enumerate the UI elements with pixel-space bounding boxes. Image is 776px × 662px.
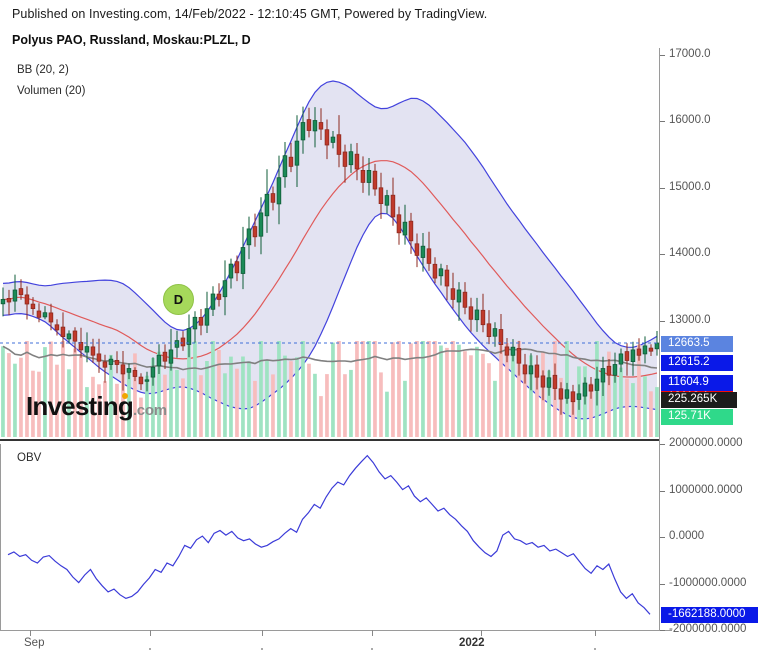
bollinger-basis-line: [2, 160, 658, 378]
obv-tick-mark: [660, 630, 665, 631]
price-tick-label: 14000.0: [669, 247, 711, 260]
price-tick-mark: [660, 121, 665, 123]
axis-value-badge[interactable]: 12615.2: [661, 355, 733, 372]
time-tick-mark: [30, 630, 31, 636]
obv-panel-border: [0, 444, 1, 631]
obv-tick-mark: [660, 490, 665, 492]
legend-obv[interactable]: OBV: [17, 452, 42, 464]
axis-value-badge[interactable]: 125.71K: [661, 409, 733, 425]
time-tick-mark: [372, 630, 373, 636]
time-tick-mark: [481, 630, 482, 636]
price-tick-mark: [660, 320, 665, 322]
legend-bollinger-bands[interactable]: BB (20, 2): [17, 64, 69, 76]
price-tick-label: 13000.0: [669, 313, 711, 326]
legend-volume[interactable]: Volumen (20): [17, 85, 86, 97]
axis-value-badge[interactable]: 225.265K: [661, 392, 737, 408]
time-tick-mark: [150, 630, 151, 636]
obv-tick-mark: [660, 444, 665, 445]
obv-plot: [7, 454, 651, 615]
price-axis-line: [659, 48, 660, 630]
obv-tick-label: -2000000.0000: [669, 623, 747, 635]
time-tick-dot: [371, 648, 373, 650]
panel-separator: [0, 439, 660, 441]
obv-tick-mark: [660, 583, 665, 585]
time-tick-label: 2022: [459, 637, 485, 649]
dividend-marker[interactable]: D: [163, 284, 194, 315]
obv-tick-label: 1000000.0000: [669, 483, 743, 496]
price-tick-mark: [660, 54, 665, 56]
dividend-marker-label: D: [173, 292, 184, 307]
time-tick-mark: [595, 630, 596, 636]
axis-value-badge[interactable]: 11604.9: [661, 375, 733, 391]
price-tick-label: 17000.0: [669, 47, 711, 60]
obv-tick-label: -1000000.0000: [669, 576, 747, 589]
published-line: Published on Investing.com, 14/Feb/2022 …: [12, 7, 488, 21]
obv-tick-label: 2000000.0000: [669, 437, 743, 449]
bollinger-band-fill: [3, 81, 657, 419]
candlestick-series: [0, 106, 660, 415]
price-tick-label: 16000.0: [669, 114, 711, 127]
time-tick-label: Sep: [24, 637, 45, 649]
symbol-title: Polyus PAO, Russland, Moskau:PLZL, D: [12, 33, 251, 47]
time-tick-dot: [261, 648, 263, 650]
time-tick-dot: [149, 648, 151, 650]
obv-chart-panel[interactable]: [0, 444, 660, 630]
price-tick-mark: [660, 187, 665, 189]
price-tick-mark: [660, 254, 665, 256]
price-chart-panel[interactable]: [0, 48, 660, 437]
axis-value-badge[interactable]: -1662188.0000: [661, 607, 758, 624]
axis-value-badge[interactable]: 12663.5: [661, 336, 733, 352]
time-tick-mark: [262, 630, 263, 636]
time-tick-dot: [594, 648, 596, 650]
bollinger-upper-line: [2, 80, 658, 348]
obv-tick-mark: [660, 537, 665, 538]
price-tick-label: 15000.0: [669, 180, 711, 193]
price-plot: [0, 80, 660, 437]
time-axis-line: [0, 630, 672, 631]
obv-tick-label: 0.0000: [669, 530, 705, 542]
obv-line: [7, 454, 651, 615]
